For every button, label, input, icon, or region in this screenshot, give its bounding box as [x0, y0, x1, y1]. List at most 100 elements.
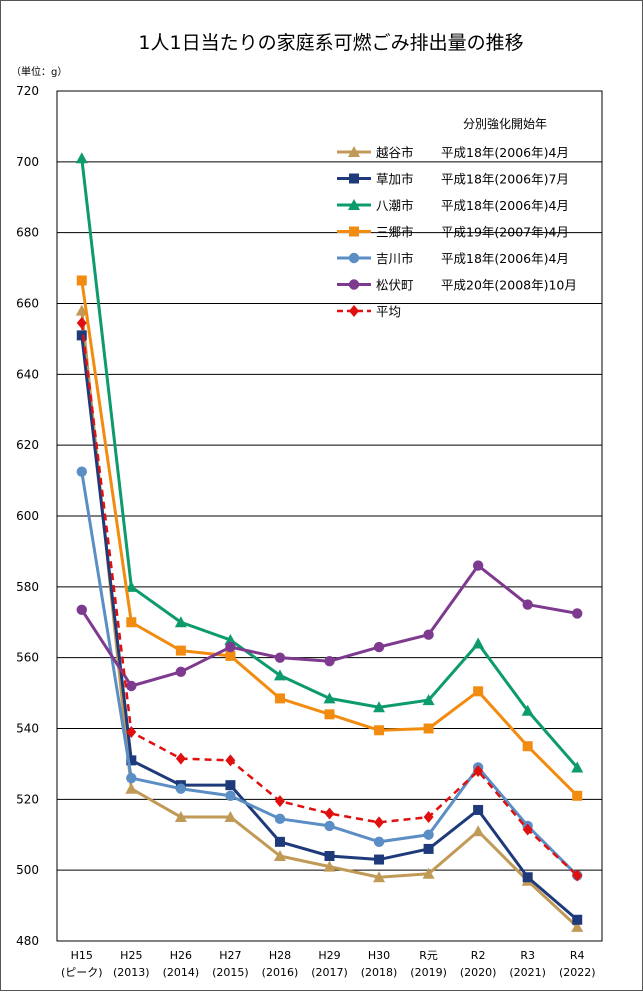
data-point	[374, 816, 385, 829]
data-point	[273, 850, 286, 861]
x-tick-label: H26	[170, 949, 192, 962]
data-point	[374, 854, 385, 865]
legend-start-date: 平成20年(2008年)10月	[441, 278, 577, 293]
data-point	[225, 790, 236, 801]
x-tick-year-label: (2016)	[262, 966, 299, 979]
x-tick-year-label: (2022)	[559, 966, 596, 979]
data-point	[76, 275, 87, 286]
series-6	[76, 560, 583, 692]
data-point	[324, 709, 335, 720]
data-point	[75, 152, 88, 164]
legend-item: 越谷市 平成18年(2006年)4月	[337, 145, 569, 160]
series-line	[80, 158, 579, 769]
y-tick-label: 500	[16, 863, 39, 877]
legend-series-name: 吉川市	[376, 251, 414, 266]
data-point	[324, 807, 335, 820]
y-tick-label: 480	[16, 934, 39, 948]
y-tick-label: 600	[16, 509, 39, 523]
unit-label: （単位：g）	[11, 65, 67, 78]
data-point	[174, 616, 187, 628]
legend-item: 平均	[337, 304, 401, 319]
data-point	[422, 867, 435, 879]
y-tick-label: 540	[16, 722, 39, 736]
plot-area-border	[56, 90, 603, 942]
data-point	[572, 914, 583, 925]
legend-start-date: 平成18年(2006年)7月	[441, 172, 569, 187]
legend-series-name: 松伏町	[376, 278, 414, 293]
x-axis-ticks: H15 (ピーク) H25 (2013) H26 (2014) H27 (2015) H28 (2…	[61, 949, 596, 979]
legend-marker	[348, 146, 360, 157]
y-tick-label: 620	[16, 438, 39, 452]
data-point	[521, 704, 534, 716]
x-tick-label: H15	[71, 949, 93, 962]
x-tick-year-label: (2017)	[311, 966, 348, 979]
series-3	[75, 152, 584, 773]
chart-title: 1人1日当たりの家庭系可燃ごみ排出量の推移	[138, 32, 523, 54]
data-point	[274, 795, 285, 808]
x-tick-label: H25	[120, 949, 142, 962]
data-point	[76, 330, 87, 341]
legend-series-name: 越谷市	[376, 145, 414, 160]
legend-marker	[349, 173, 359, 184]
data-point	[323, 692, 336, 704]
legend-start-date: 平成18年(2006年)4月	[441, 251, 569, 266]
data-point	[273, 669, 286, 681]
data-point	[76, 316, 87, 329]
data-point	[423, 843, 434, 854]
x-tick-year-label: (2019)	[410, 966, 447, 979]
legend-item: 三郷市 平成19年(2007年)4月	[337, 225, 569, 240]
data-point	[572, 608, 583, 619]
legend-item: 吉川市 平成18年(2006年)4月	[337, 251, 569, 266]
data-point	[75, 304, 88, 316]
data-point	[473, 765, 484, 777]
series-line	[80, 335, 579, 921]
data-point	[126, 772, 137, 784]
data-point	[225, 754, 236, 767]
data-point	[373, 871, 386, 883]
data-point	[175, 783, 187, 794]
data-point	[324, 656, 335, 667]
data-point	[175, 666, 187, 678]
data-point	[571, 761, 584, 773]
y-tick-label: 580	[16, 580, 39, 594]
data-point	[522, 823, 533, 836]
y-axis-ticks: 480 500 520 540 560 580 600 620 640 660 680 700 720	[16, 84, 39, 948]
x-tick-label: R3	[520, 949, 535, 962]
x-tick-year-label: (2013)	[113, 966, 150, 979]
data-point	[571, 920, 584, 932]
y-tick-label: 720	[16, 84, 39, 98]
data-point	[373, 701, 386, 713]
data-point	[522, 872, 533, 883]
data-point	[224, 811, 237, 823]
legend-marker	[348, 252, 360, 264]
legend-marker	[349, 305, 359, 317]
x-tick-year-label: (ピーク)	[61, 966, 103, 979]
legend-item: 松伏町 平成20年(2008年)10月	[337, 278, 577, 293]
y-tick-label: 560	[16, 651, 39, 665]
data-point	[175, 752, 186, 765]
data-point	[423, 829, 434, 840]
legend-start-date: 平成19年(2007年)4月	[441, 225, 569, 240]
legend-marker	[349, 226, 359, 237]
data-point	[472, 825, 485, 837]
data-point	[125, 782, 138, 794]
data-point	[522, 599, 533, 610]
data-point	[472, 560, 484, 571]
series-line	[80, 564, 578, 688]
x-tick-label: H29	[318, 949, 340, 962]
series-line	[80, 322, 579, 877]
data-point	[274, 693, 285, 704]
data-point	[572, 790, 583, 801]
x-tick-label: H27	[219, 949, 241, 962]
data-point	[125, 580, 138, 592]
data-point	[126, 680, 137, 692]
legend-item: 八潮市 平成18年(2006年)4月	[337, 198, 569, 213]
series-7	[76, 316, 583, 882]
y-tick-label: 520	[16, 792, 39, 806]
data-point	[423, 723, 434, 734]
data-point	[225, 780, 236, 791]
data-point	[423, 811, 434, 824]
y-tick-label: 680	[16, 226, 39, 240]
